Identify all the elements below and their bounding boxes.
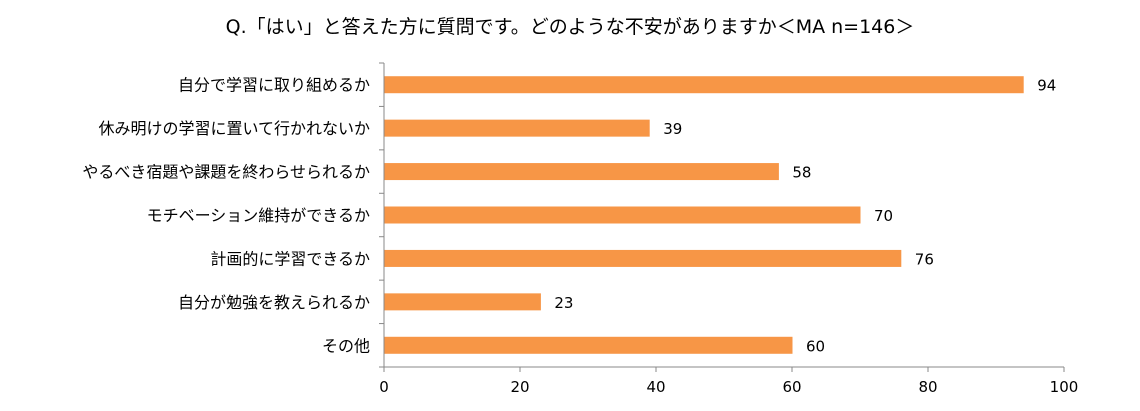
data-label: 94 — [1037, 77, 1056, 95]
bar-6 — [384, 293, 541, 311]
data-label: 60 — [806, 337, 825, 355]
x-tick-label: 0 — [379, 378, 389, 396]
category-label: モチベーション維持ができるか — [147, 206, 370, 225]
category-label: 休み明けの学習に置いて行かれないか — [98, 119, 370, 138]
x-tick-label: 60 — [782, 378, 801, 396]
data-label: 70 — [874, 207, 893, 225]
x-tick-label: 100 — [1050, 378, 1079, 396]
bar-1 — [384, 76, 1024, 94]
category-label: 自分が勉強を教えられるか — [178, 293, 370, 312]
category-label: 自分で学習に取り組めるか — [178, 76, 370, 95]
bar-7 — [384, 336, 793, 354]
chart-title: Q.「はい」と答えた方に質問です。どのような不安がありますか＜MA n=146＞ — [225, 16, 915, 38]
data-label: 58 — [792, 164, 811, 182]
category-label: やるべき宿題や課題を終わらせられるか — [82, 163, 370, 182]
category-label: その他 — [322, 336, 370, 355]
bar-3 — [384, 163, 779, 181]
data-label: 76 — [915, 250, 934, 268]
data-label: 39 — [663, 120, 682, 138]
bar-5 — [384, 249, 902, 267]
data-label: 23 — [554, 294, 573, 312]
x-tick-label: 40 — [646, 378, 665, 396]
x-tick-label: 80 — [918, 378, 937, 396]
bar-2 — [384, 119, 650, 137]
x-tick-label: 20 — [510, 378, 529, 396]
category-label: 計画的に学習できるか — [210, 249, 370, 268]
bar-4 — [384, 206, 861, 224]
